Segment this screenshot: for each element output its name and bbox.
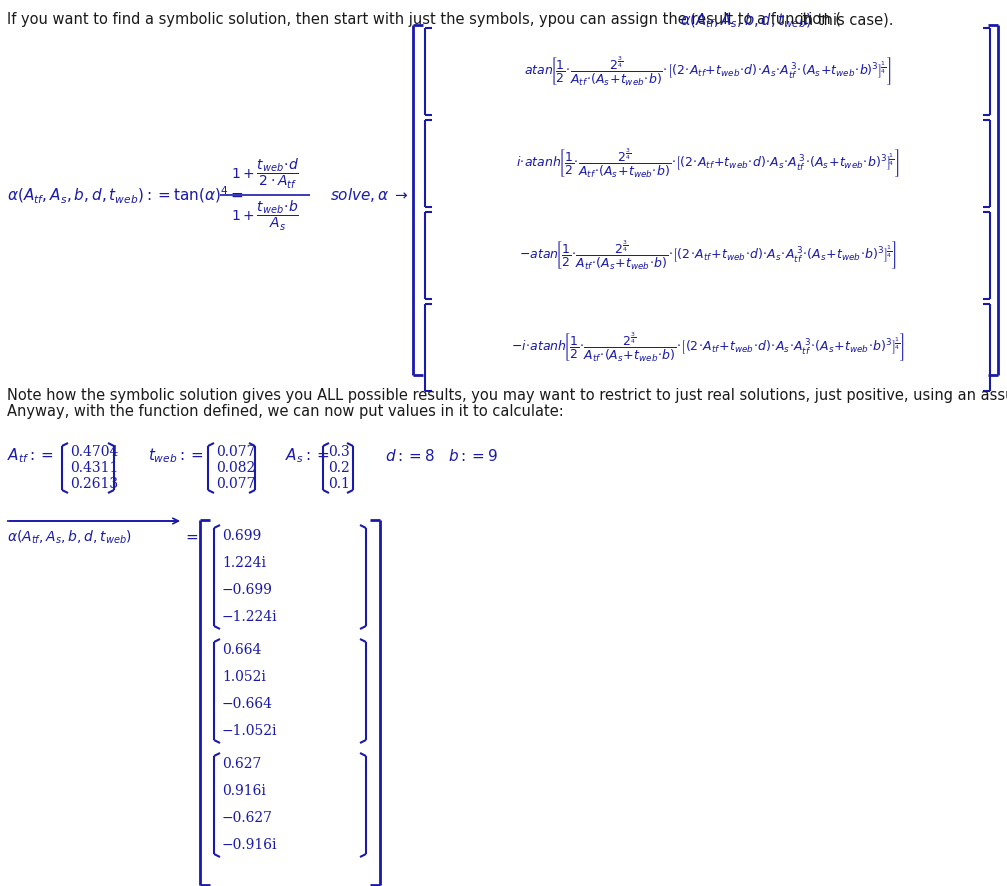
Text: 0.077: 0.077 — [215, 445, 256, 459]
Text: $=$: $=$ — [183, 529, 199, 544]
Text: $i\!\cdot\! atanh\!\left[\dfrac{1}{2}\!\cdot\!\dfrac{2^{\frac{3}{4}}}{A_{tf}\!\c: $i\!\cdot\! atanh\!\left[\dfrac{1}{2}\!\… — [516, 147, 899, 180]
Text: Anyway, with the function defined, we can now put values in it to calculate:: Anyway, with the function defined, we ca… — [7, 404, 564, 419]
Text: 0.627: 0.627 — [222, 757, 262, 771]
Text: 0.2: 0.2 — [328, 461, 349, 475]
Text: $1+\dfrac{t_{web}\!\cdot\! d}{2\cdot A_{tf}}$: $1+\dfrac{t_{web}\!\cdot\! d}{2\cdot A_{… — [231, 157, 299, 191]
Text: 0.4311: 0.4311 — [70, 461, 119, 475]
Text: $b:=9$: $b:=9$ — [448, 448, 498, 464]
Text: −0.627: −0.627 — [222, 811, 273, 825]
Text: 0.664: 0.664 — [222, 643, 262, 657]
Text: Note how the symbolic solution gives you ALL possible results, you may want to r: Note how the symbolic solution gives you… — [7, 388, 1007, 403]
Text: $1+\dfrac{t_{web}\!\cdot\! b}{A_s}$: $1+\dfrac{t_{web}\!\cdot\! b}{A_s}$ — [231, 199, 299, 233]
Text: $\alpha(A_{tf},A_s,b,d,t_{web})$: $\alpha(A_{tf},A_s,b,d,t_{web})$ — [7, 529, 132, 547]
Text: $t_{web}:=$: $t_{web}:=$ — [148, 447, 203, 465]
Text: 1.052i: 1.052i — [222, 670, 266, 684]
Text: 0.4704: 0.4704 — [70, 445, 119, 459]
Text: −0.699: −0.699 — [222, 583, 273, 597]
Text: 0.082: 0.082 — [215, 461, 255, 475]
Text: in this case).: in this case). — [795, 12, 893, 27]
Text: 0.077: 0.077 — [215, 477, 256, 491]
Text: $A_{tf}:=$: $A_{tf}:=$ — [7, 447, 53, 465]
Text: $\mathit{solve},\alpha\;\rightarrow$: $\mathit{solve},\alpha\;\rightarrow$ — [330, 186, 409, 204]
Text: $\alpha(A_{tf},A_s,b,d,t_{web})$: $\alpha(A_{tf},A_s,b,d,t_{web})$ — [680, 12, 812, 30]
Text: −0.916i: −0.916i — [222, 838, 278, 852]
Text: $\alpha(A_{tf},A_s,b,d,t_{web}):=\tan(\alpha)^4=$: $\alpha(A_{tf},A_s,b,d,t_{web}):=\tan(\a… — [7, 184, 244, 206]
Text: −0.664: −0.664 — [222, 697, 273, 711]
Text: If you want to find a symbolic solution, then start with just the symbols, ypou : If you want to find a symbolic solution,… — [7, 12, 841, 27]
Text: 0.1: 0.1 — [328, 477, 349, 491]
Text: 0.2613: 0.2613 — [70, 477, 118, 491]
Text: −1.224i: −1.224i — [222, 610, 278, 624]
Text: $d:=8$: $d:=8$ — [385, 448, 435, 464]
Text: $A_s:=$: $A_s:=$ — [285, 447, 329, 465]
Text: $atan\!\left[\dfrac{1}{2}\!\cdot\!\dfrac{2^{\frac{3}{4}}}{A_{tf}\!\cdot\!(A_s\!+: $atan\!\left[\dfrac{1}{2}\!\cdot\!\dfrac… — [524, 55, 891, 88]
Text: −1.052i: −1.052i — [222, 724, 278, 738]
Text: $-atan\!\left[\dfrac{1}{2}\!\cdot\!\dfrac{2^{\frac{3}{4}}}{A_{tf}\!\cdot\!(A_s\!: $-atan\!\left[\dfrac{1}{2}\!\cdot\!\dfra… — [519, 239, 896, 272]
Text: 0.916i: 0.916i — [222, 784, 266, 798]
Text: 1.224i: 1.224i — [222, 556, 266, 570]
Text: 0.699: 0.699 — [222, 529, 261, 543]
Text: 0.3: 0.3 — [328, 445, 349, 459]
Text: $-i\!\cdot\! atanh\!\left[\dfrac{1}{2}\!\cdot\!\dfrac{2^{\frac{3}{4}}}{A_{tf}\!\: $-i\!\cdot\! atanh\!\left[\dfrac{1}{2}\!… — [511, 330, 904, 364]
